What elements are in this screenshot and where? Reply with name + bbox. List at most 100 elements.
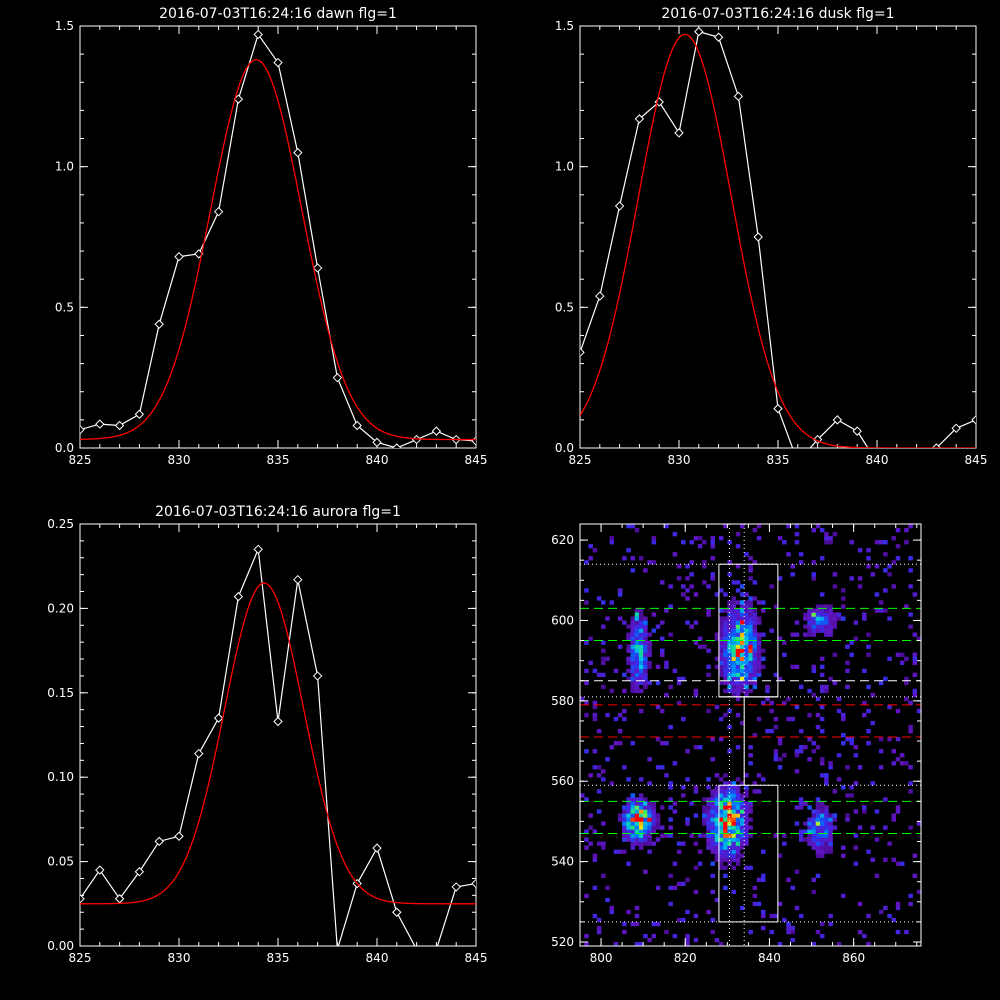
heatmap-pixel [723,853,728,858]
heatmap-pixel [786,929,791,935]
heatmap-pixel [891,536,897,541]
heatmap-pixel [609,536,614,541]
heatmap-pixel [706,825,711,830]
heatmap-pixel [731,793,737,798]
heatmap-pixel [622,833,627,838]
heatmap-pixel [798,552,804,557]
heatmap-pixel [857,765,863,770]
heatmap-pixel [630,628,636,633]
heatmap-pixel [866,708,871,714]
heatmap-pixel [752,668,758,674]
heatmap-pixel [744,608,749,613]
heatmap-pixel [748,865,753,870]
heatmap-pixel [638,636,644,641]
heatmap-pixel [807,628,812,633]
heatmap-pixel [714,817,720,822]
heatmap-pixel [735,564,741,569]
heatmap-pixel [815,628,821,633]
heatmap-pixel [735,785,741,790]
heatmap-pixel [739,837,745,842]
heatmap-pixel [626,644,631,649]
heatmap-pixel [811,528,817,533]
heatmap-pixel [689,833,694,838]
heatmap-pixel [638,668,644,674]
heatmap-pixel [845,813,850,818]
heatmap-pixel [811,829,817,834]
heatmap-pixel [723,781,728,786]
heatmap-pixel [731,604,737,609]
x-tick-label: 830 [668,453,691,467]
heatmap-pixel [807,612,812,617]
heatmap-pixel [723,801,728,806]
heatmap-pixel [739,821,745,826]
heatmap-pixel [815,745,821,750]
heatmap-pixel [626,636,631,641]
heatmap-pixel [617,741,623,746]
heatmap-pixel [723,821,728,826]
heatmap-pixel [828,821,833,826]
heatmap-pixel [912,660,918,665]
heatmap-pixel [862,612,867,617]
heatmap-pixel [638,652,644,657]
heatmap-pixel [878,765,884,770]
heatmap-pixel [895,809,901,814]
heatmap-pixel [866,941,871,946]
heatmap-pixel [761,777,766,782]
heatmap-pixel [731,857,737,862]
heatmap-pixel [588,813,593,818]
heatmap-pixel [790,716,795,722]
heatmap-pixel [878,680,884,686]
heatmap-pixel [638,612,644,617]
heatmap-pixel [731,616,737,621]
heatmap-pixel [824,817,829,822]
heatmap-pixel [773,757,779,762]
heatmap-pixel [617,813,623,818]
heatmap-pixel [828,616,833,621]
heatmap-pixel [807,624,812,629]
heatmap-pixel [630,833,636,838]
heatmap-pixel [714,897,720,903]
heatmap-pixel [723,688,728,694]
heatmap-pixel [693,620,699,625]
heatmap-pixel [790,664,795,669]
heatmap-pixel [735,668,741,674]
heatmap-pixel [685,596,690,601]
heatmap-pixel [857,825,863,830]
heatmap-pixel [878,737,884,742]
region-box [718,784,779,923]
heatmap-pixel [735,636,741,641]
heatmap-pixel [714,801,720,806]
heatmap-pixel [601,640,606,645]
heatmap-pixel [811,668,817,674]
heatmap-pixel [744,636,749,641]
heatmap-pixel [735,696,741,702]
heatmap-pixel [819,817,825,822]
heatmap-pixel [592,857,598,862]
heatmap-pixel [904,680,909,686]
heatmap-pixel [739,809,745,814]
heatmap-pixel [752,596,758,601]
heatmap-pixel [756,652,762,657]
heatmap-pixel [638,640,644,645]
heatmap-pixel [744,684,749,690]
heatmap-pixel [655,737,661,742]
heatmap-pixel [723,845,728,850]
heatmap-pixel [727,861,732,866]
heatmap-pixel [693,813,699,818]
heatmap-pixel [815,612,821,617]
heatmap-pixel [735,612,741,617]
heatmap-pixel [714,704,720,710]
heatmap-pixel [630,825,636,830]
heatmap-pixel [849,793,854,798]
heatmap-pixel [841,712,846,718]
heatmap-pixel [744,616,749,621]
heatmap-pixel [676,849,682,854]
heatmap-pixel [693,592,699,597]
heatmap-pixel [584,845,589,850]
heatmap-pixel [643,660,648,665]
heatmap-pixel [904,696,909,702]
data-point [931,443,942,448]
heatmap-pixel [584,712,589,718]
heatmap-pixel [761,656,766,661]
heatmap-pixel [638,708,644,714]
